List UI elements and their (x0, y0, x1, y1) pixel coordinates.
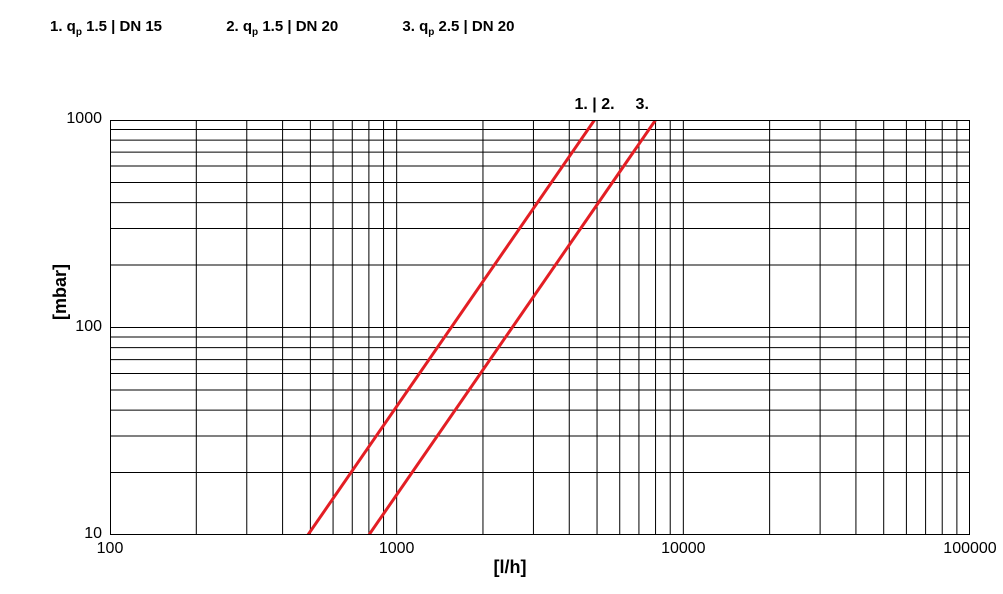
x-tick-100000: 100000 (943, 540, 996, 558)
y-tick-10: 10 (42, 525, 102, 543)
y-axis-label: [mbar] (50, 264, 71, 320)
y-tick-100: 100 (42, 318, 102, 336)
chart-svg (110, 120, 970, 535)
legend-item-2: 2. qp 1.5 | DN 20 (226, 18, 338, 38)
x-tick-100: 100 (97, 540, 124, 558)
y-tick-1000: 1000 (42, 110, 102, 128)
x-tick-10000: 10000 (661, 540, 706, 558)
series-label-line_1_2: 1. | 2. (575, 96, 615, 114)
grid-group (110, 120, 970, 535)
page-root: 1. qp 1.5 | DN 15 2. qp 1.5 | DN 20 3. q… (0, 0, 1003, 594)
x-axis-label: [l/h] (40, 557, 980, 578)
legend-item-1: 1. qp 1.5 | DN 15 (50, 18, 162, 38)
x-tick-1000: 1000 (379, 540, 415, 558)
legend-item-3: 3. qp 2.5 | DN 20 (402, 18, 514, 38)
series-label-line_3: 3. (636, 96, 649, 114)
legend-row: 1. qp 1.5 | DN 15 2. qp 1.5 | DN 20 3. q… (50, 18, 574, 38)
plot-area: [mbar] 101001000 100100010000100000 [l/h… (40, 70, 980, 580)
